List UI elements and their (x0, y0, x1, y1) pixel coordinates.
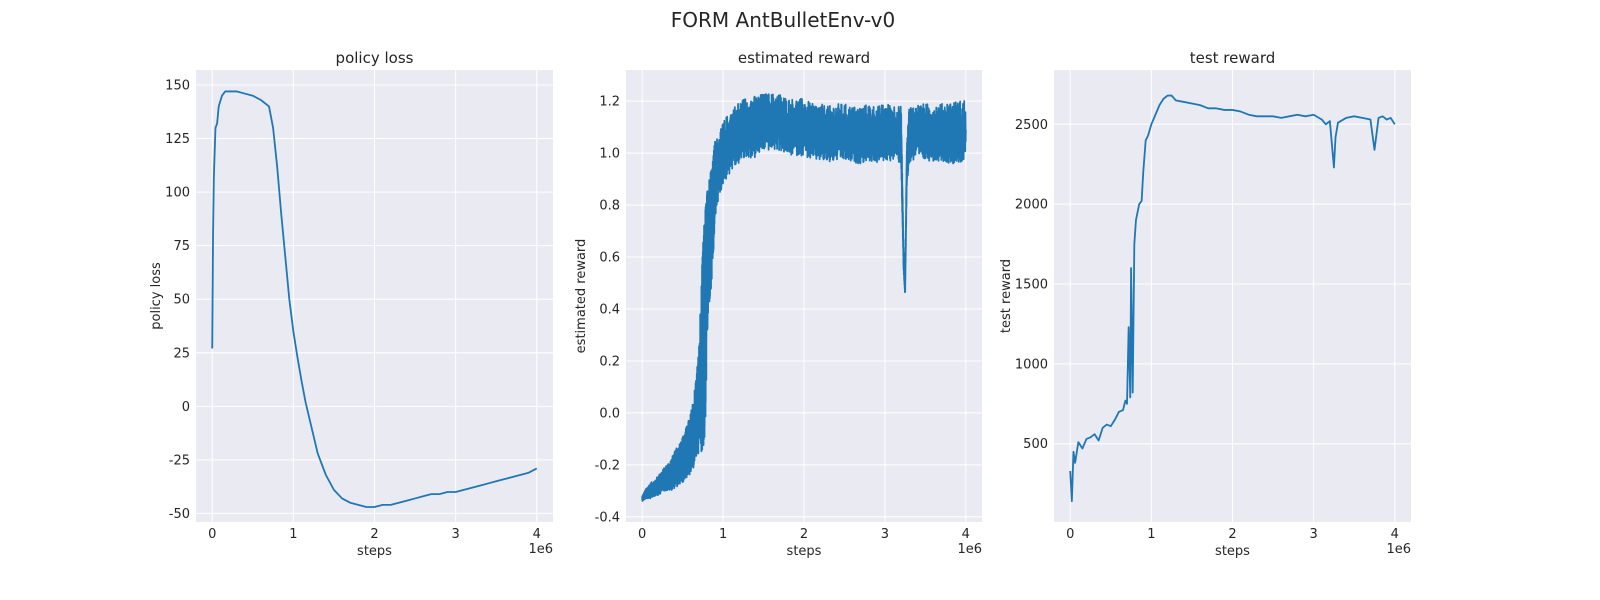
x-tick-label: 2 (1228, 527, 1236, 542)
y-tick-label: 1.0 (599, 147, 620, 162)
figure-title: FORM AntBulletEnv-v0 (671, 8, 895, 32)
x-tick-label: 0 (208, 527, 216, 542)
x-axis-label: steps (1215, 544, 1250, 559)
y-tick-label: 0 (182, 400, 190, 415)
series-line (641, 93, 967, 502)
series-layer (641, 93, 967, 502)
grid (1054, 70, 1411, 522)
series-layer (211, 90, 538, 508)
grid (626, 70, 982, 522)
series-layer (1069, 94, 1396, 503)
y-axis-label: test reward (999, 259, 1014, 333)
tick-layer: 0 1 2 3 4 -0.4 -0.2 0.0 0.2 0.4 0.6 0.8 1.0 1.2 (595, 95, 970, 542)
x-tick-label: 0 (638, 527, 646, 542)
y-tick-label: -0.2 (595, 458, 620, 473)
x-tick-label: 2 (370, 527, 378, 542)
y-tick-label: 50 (173, 293, 190, 308)
panel-estimated-reward: 0 1 2 3 4 -0.4 -0.2 0.0 0.2 0.4 0.6 0.8 1.0 1.2 estim… (574, 49, 982, 559)
y-tick-label: 125 (165, 132, 190, 147)
series-line (211, 90, 538, 508)
tick-layer: 0 1 2 3 4 -50 -25 0 25 50 75 100 125 150 (165, 78, 541, 542)
x-tick-label: 0 (1066, 527, 1074, 542)
x-tick-label: 3 (451, 527, 459, 542)
x-tick-label: 2 (800, 527, 808, 542)
y-tick-label: -50 (169, 507, 190, 522)
x-tick-label: 4 (533, 527, 541, 542)
y-tick-label: 1500 (1015, 278, 1048, 293)
x-tick-label: 3 (881, 527, 889, 542)
y-tick-label: 75 (173, 239, 190, 254)
y-tick-label: 2500 (1015, 118, 1048, 133)
x-axis-label: steps (787, 544, 822, 559)
panel-test-reward: 0 1 2 3 4 500 1000 1500 2000 2500 test reward ste… (999, 49, 1411, 559)
x-tick-label: 3 (1309, 527, 1317, 542)
y-tick-label: -0.4 (595, 510, 620, 525)
panel-title: estimated reward (738, 49, 870, 67)
x-offset-label: 1e6 (528, 542, 553, 557)
panel-title: policy loss (336, 49, 414, 67)
x-tick-label: 4 (962, 527, 970, 542)
y-axis-label: policy loss (149, 262, 164, 330)
panel-title: test reward (1190, 49, 1276, 67)
y-tick-label: 25 (173, 346, 190, 361)
y-tick-label: 2000 (1015, 198, 1048, 213)
y-tick-label: -25 (169, 453, 190, 468)
x-tick-label: 1 (289, 527, 297, 542)
x-tick-label: 1 (719, 527, 727, 542)
x-tick-label: 1 (1147, 527, 1155, 542)
x-tick-label: 4 (1391, 527, 1399, 542)
x-axis-label: steps (357, 544, 392, 559)
y-axis-label: estimated reward (574, 239, 589, 354)
y-tick-label: 0.0 (599, 406, 620, 421)
y-tick-label: 0.2 (599, 354, 620, 369)
x-offset-label: 1e6 (1386, 542, 1411, 557)
y-tick-label: 500 (1023, 437, 1048, 452)
y-tick-label: 0.4 (599, 302, 620, 317)
tick-layer: 0 1 2 3 4 500 1000 1500 2000 2500 (1015, 118, 1399, 542)
y-tick-label: 0.8 (599, 199, 620, 214)
y-tick-label: 0.6 (599, 251, 620, 266)
y-tick-label: 1.2 (599, 95, 620, 110)
series-line (1069, 94, 1396, 503)
grid (196, 70, 553, 522)
y-tick-label: 150 (165, 78, 190, 93)
y-tick-label: 1000 (1015, 357, 1048, 372)
y-tick-label: 100 (165, 186, 190, 201)
x-offset-label: 1e6 (957, 542, 982, 557)
